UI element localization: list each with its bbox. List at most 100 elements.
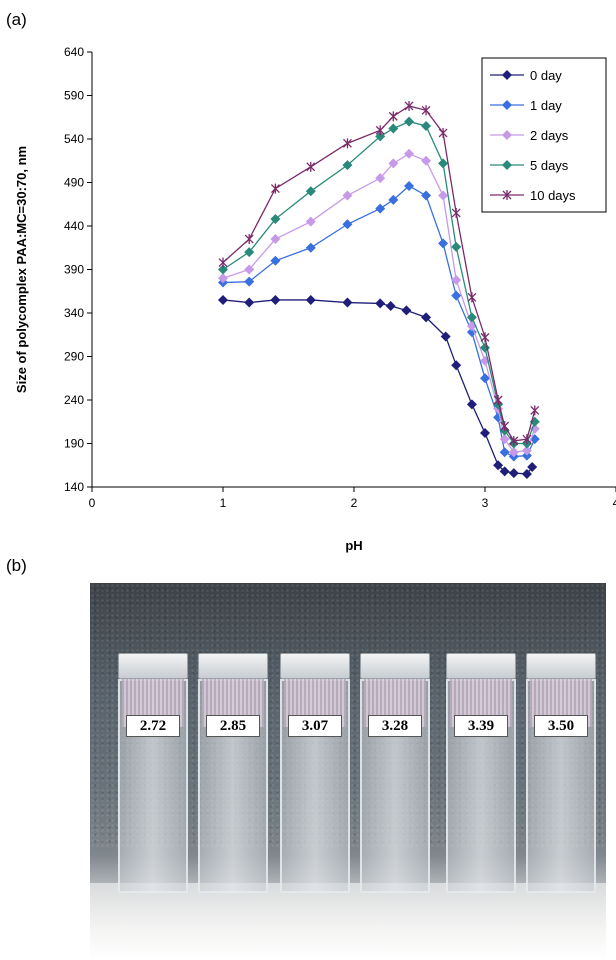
data-point: [451, 274, 462, 285]
data-point: [244, 247, 255, 258]
cuvette-ph-label: 3.07: [288, 715, 342, 737]
data-point: [375, 131, 386, 142]
chart-axes: 140 190 240 290 340 390 440 490 540 590 640 0 1 2 3 4: [64, 45, 616, 510]
data-point: [270, 234, 281, 245]
data-point: [305, 186, 316, 197]
data-point: [388, 158, 399, 169]
cuvette-cap: [360, 653, 430, 679]
y-tick-label: 490: [64, 176, 84, 190]
series-0-day: [218, 294, 538, 479]
data-point: [451, 360, 462, 371]
data-point: [466, 399, 477, 410]
data-point: [509, 435, 519, 446]
series-line: [222, 299, 533, 475]
x-tick-label: 3: [482, 496, 489, 510]
y-axis-label: Size of polycomplex PAA:MC=30:70, nm: [14, 146, 29, 393]
data-point: [529, 423, 540, 434]
cuvette-ph-label: 2.72: [126, 715, 180, 737]
series-10-days: [218, 100, 540, 446]
data-point: [375, 298, 386, 309]
data-point: [502, 130, 512, 140]
data-point: [342, 297, 353, 308]
panel-label-b: (b): [6, 556, 27, 575]
y-tick-label: 590: [64, 89, 84, 103]
x-axis-label: pH: [345, 538, 362, 553]
data-point: [244, 264, 255, 275]
cuvette: 2.85: [198, 653, 268, 893]
data-point: [521, 468, 532, 479]
data-point: [388, 123, 399, 134]
legend-item: 2 days: [490, 128, 569, 143]
y-tick-label: 340: [64, 306, 84, 320]
legend-label: 0 day: [530, 68, 562, 83]
data-point: [502, 70, 512, 80]
data-point: [218, 264, 228, 275]
cuvette-ph-label: 3.50: [534, 715, 588, 737]
y-tick-label: 540: [64, 132, 84, 146]
data-point: [527, 461, 538, 472]
data-point: [421, 105, 431, 116]
x-tick-label: 4: [613, 496, 616, 510]
legend-item: 0 day: [490, 68, 562, 83]
legend-label: 1 day: [530, 98, 562, 113]
cuvette: 3.50: [526, 653, 596, 893]
y-tick-label: 390: [64, 263, 84, 277]
cuvette: 3.39: [446, 653, 516, 893]
data-point: [451, 241, 462, 252]
data-point: [480, 373, 490, 384]
y-tick-label: 440: [64, 219, 84, 233]
photo-table-surface: [90, 883, 606, 960]
data-point: [480, 428, 490, 439]
data-point: [502, 100, 512, 110]
data-point: [342, 219, 353, 230]
data-point: [270, 183, 280, 194]
data-point: [218, 257, 228, 268]
chart-series: [218, 100, 540, 479]
data-point: [244, 234, 254, 245]
legend-item: 1 day: [490, 98, 562, 113]
data-point: [388, 111, 398, 122]
data-point: [375, 125, 385, 136]
y-tick-label: 290: [64, 350, 84, 364]
data-point: [493, 460, 504, 471]
data-point: [375, 203, 386, 214]
data-point: [342, 138, 352, 149]
data-point: [270, 294, 281, 305]
line-chart: 140 190 240 290 340 390 440 490 540 590 640 0 1 2 3 4 0…: [14, 45, 616, 553]
cuvette-ph-label: 2.85: [206, 715, 260, 737]
legend-item: 5 days: [490, 158, 569, 173]
data-point: [438, 127, 448, 138]
cuvette-cap: [118, 653, 188, 679]
data-point: [421, 190, 432, 201]
data-point: [388, 194, 399, 205]
data-point: [404, 116, 415, 127]
data-point: [401, 305, 412, 316]
data-point: [270, 255, 281, 266]
data-point: [467, 292, 477, 303]
data-point: [404, 180, 415, 191]
series-line: [222, 105, 536, 442]
data-point: [218, 294, 228, 305]
cuvette: 2.72: [118, 653, 188, 893]
data-point: [522, 434, 532, 445]
legend-item: 10 days: [490, 188, 576, 203]
data-point: [218, 273, 228, 284]
y-tick-label: 140: [64, 480, 84, 494]
data-point: [342, 190, 353, 201]
data-point: [508, 468, 519, 479]
chart-legend: 0 day 1 day 2 days 5 days 10 days: [481, 57, 607, 213]
data-point: [404, 100, 414, 111]
x-tick-label: 2: [351, 496, 358, 510]
data-point: [342, 160, 353, 171]
cuvette: 3.07: [280, 653, 350, 893]
cuvette-ph-label: 3.28: [368, 715, 422, 737]
legend-label: 10 days: [530, 188, 576, 203]
cuvette-cap: [446, 653, 516, 679]
series-1-day: [218, 180, 540, 462]
data-point: [421, 120, 432, 131]
data-point: [499, 447, 510, 458]
data-point: [530, 405, 540, 416]
legend-label: 5 days: [530, 158, 569, 173]
panel-label-a: (a): [6, 10, 27, 29]
data-point: [305, 216, 316, 227]
